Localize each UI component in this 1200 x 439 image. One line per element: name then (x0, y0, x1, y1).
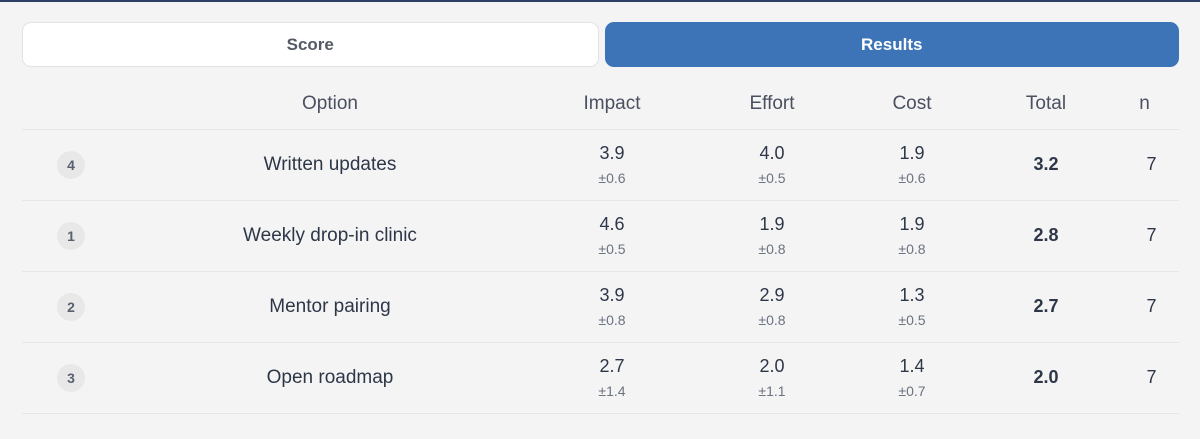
total-score: 2.0 (982, 342, 1110, 414)
cost-sd: ±0.5 (898, 312, 926, 328)
impact-cell: 3.9 ±0.8 (522, 271, 702, 343)
cost-cell: 1.4 ±0.7 (842, 342, 982, 414)
header-row: Option Impact Effort Cost Total n (22, 80, 1179, 130)
option-name: Open roadmap (122, 342, 522, 414)
impact-cell: 3.9 ±0.6 (522, 129, 702, 201)
effort-mean: 2.0 (759, 356, 785, 376)
header-total[interactable]: Total (982, 80, 1110, 130)
effort-mean: 1.9 (759, 214, 785, 234)
impact-mean: 3.9 (599, 285, 625, 305)
effort-sd: ±0.5 (758, 170, 786, 186)
header-rank (22, 80, 122, 130)
cost-mean: 1.9 (899, 214, 925, 234)
rank-badge: 3 (57, 363, 85, 392)
impact-cell: 2.7 ±1.4 (522, 342, 702, 414)
effort-cell: 2.9 ±0.8 (702, 271, 842, 343)
header-effort[interactable]: Effort (702, 80, 842, 130)
cost-sd: ±0.6 (898, 170, 926, 186)
cost-cell: 1.9 ±0.8 (842, 200, 982, 272)
table-row: 1 Weekly drop-in clinic 4.6 ±0.5 1.9 ±0.8 … (22, 200, 1179, 272)
effort-sd: ±1.1 (758, 383, 786, 399)
tab-score[interactable]: Score (22, 22, 599, 67)
total-score: 2.7 (982, 271, 1110, 343)
option-name: Mentor pairing (122, 271, 522, 343)
table-row: 4 Written updates 3.9 ±0.6 4.0 ±0.5 1.9 ±0.… (22, 129, 1179, 201)
cost-cell: 1.3 ±0.5 (842, 271, 982, 343)
view-tabs: Score Results (22, 22, 1179, 67)
cost-sd: ±0.8 (898, 241, 926, 257)
table-row: 2 Mentor pairing 3.9 ±0.8 2.9 ±0.8 1.3 ±0.5… (22, 271, 1179, 343)
effort-cell: 4.0 ±0.5 (702, 129, 842, 201)
effort-mean: 2.9 (759, 285, 785, 305)
impact-sd: ±0.5 (598, 241, 626, 257)
results-table: Option Impact Effort Cost Total n 4 Writ… (22, 80, 1179, 414)
cost-sd: ±0.7 (898, 383, 926, 399)
rank-badge: 2 (57, 292, 85, 321)
header-option[interactable]: Option (122, 80, 522, 130)
top-border (0, 0, 1200, 2)
impact-mean: 4.6 (599, 214, 625, 234)
header-n[interactable]: n (1110, 80, 1179, 130)
cost-mean: 1.9 (899, 143, 925, 163)
effort-sd: ±0.8 (758, 312, 786, 328)
option-name: Weekly drop-in clinic (122, 200, 522, 272)
impact-sd: ±0.8 (598, 312, 626, 328)
effort-cell: 1.9 ±0.8 (702, 200, 842, 272)
table-row: 3 Open roadmap 2.7 ±1.4 2.0 ±1.1 1.4 ±0.7 2… (22, 342, 1179, 414)
impact-cell: 4.6 ±0.5 (522, 200, 702, 272)
rank-cell: 2 (22, 271, 122, 343)
rank-badge: 1 (57, 221, 85, 250)
total-score: 3.2 (982, 129, 1110, 201)
response-count: 7 (1110, 200, 1179, 272)
total-score: 2.8 (982, 200, 1110, 272)
impact-mean: 3.9 (599, 143, 625, 163)
rank-cell: 1 (22, 200, 122, 272)
impact-sd: ±0.6 (598, 170, 626, 186)
response-count: 7 (1110, 129, 1179, 201)
cost-mean: 1.3 (899, 285, 925, 305)
impact-mean: 2.7 (599, 356, 625, 376)
response-count: 7 (1110, 342, 1179, 414)
rank-badge: 4 (57, 150, 85, 179)
option-name: Written updates (122, 129, 522, 201)
cost-mean: 1.4 (899, 356, 925, 376)
tab-results[interactable]: Results (604, 22, 1179, 67)
effort-sd: ±0.8 (758, 241, 786, 257)
effort-mean: 4.0 (759, 143, 785, 163)
effort-cell: 2.0 ±1.1 (702, 342, 842, 414)
header-cost[interactable]: Cost (842, 80, 982, 130)
header-impact[interactable]: Impact (522, 80, 702, 130)
impact-sd: ±1.4 (598, 383, 626, 399)
response-count: 7 (1110, 271, 1179, 343)
rank-cell: 4 (22, 129, 122, 201)
rank-cell: 3 (22, 342, 122, 414)
cost-cell: 1.9 ±0.6 (842, 129, 982, 201)
